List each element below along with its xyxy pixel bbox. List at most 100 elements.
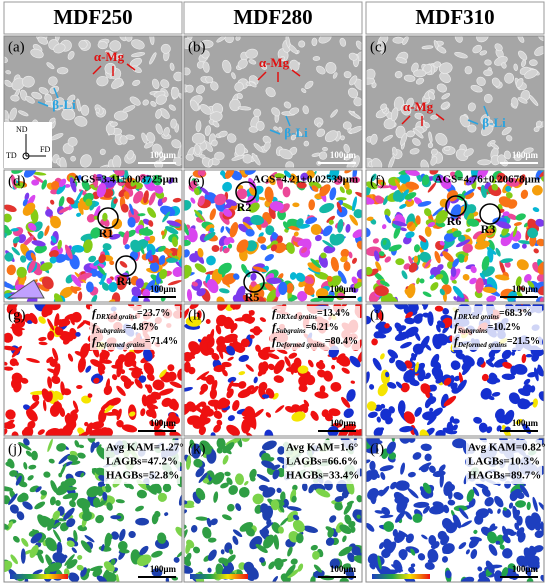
fraction-line: fSubgrains=6.21% <box>272 320 339 335</box>
arrow <box>435 113 445 121</box>
grain <box>289 107 300 115</box>
grain <box>538 502 544 512</box>
grain <box>221 514 232 521</box>
grain <box>379 465 394 472</box>
grain <box>246 575 255 582</box>
grain <box>211 139 218 147</box>
grain <box>106 502 113 511</box>
grain <box>29 401 40 411</box>
grain <box>437 530 447 541</box>
panel-border <box>183 437 363 583</box>
grain <box>319 151 328 160</box>
grain <box>451 387 460 394</box>
grain <box>406 221 414 229</box>
grain <box>295 403 309 413</box>
grain <box>485 560 495 574</box>
grain <box>356 240 362 250</box>
grain <box>304 285 315 296</box>
grain <box>232 294 246 302</box>
grain <box>465 549 470 555</box>
grain <box>325 537 335 546</box>
grain <box>185 353 196 359</box>
grain <box>276 235 283 244</box>
scale-label: 100μm <box>150 418 177 428</box>
arrow <box>37 101 49 107</box>
grain <box>51 375 61 385</box>
subscript: Deformed grains <box>95 341 145 349</box>
grain <box>353 555 362 564</box>
grain <box>311 37 318 47</box>
grain <box>99 148 106 155</box>
grain <box>105 378 110 393</box>
grain <box>67 454 79 462</box>
grain <box>75 189 83 203</box>
grain <box>473 416 483 424</box>
grain <box>292 519 305 533</box>
grain <box>432 206 444 217</box>
grain <box>366 197 375 205</box>
grain <box>248 310 254 314</box>
grain <box>71 547 77 554</box>
grain <box>196 288 206 297</box>
grain <box>388 244 402 252</box>
grain <box>322 240 334 248</box>
grain <box>475 482 489 490</box>
grain <box>278 281 288 295</box>
grain <box>145 409 155 417</box>
grain <box>59 178 67 187</box>
grain <box>429 170 439 175</box>
grain <box>265 243 275 250</box>
grain <box>502 525 508 539</box>
grain <box>452 514 462 529</box>
grain <box>491 178 496 184</box>
subscript: DRXed grains <box>275 313 317 321</box>
grain <box>207 399 221 407</box>
grain <box>348 251 353 259</box>
grain <box>434 305 444 312</box>
grain <box>453 296 457 301</box>
grain <box>342 563 351 570</box>
grain <box>386 441 396 454</box>
region-label: R4 <box>117 274 132 288</box>
grain <box>207 537 217 543</box>
grain <box>10 554 19 565</box>
grain <box>388 451 397 460</box>
grain <box>84 421 89 427</box>
grain <box>89 200 96 211</box>
grain <box>447 499 456 506</box>
grain <box>540 574 544 582</box>
grain <box>473 529 478 534</box>
grain <box>59 286 74 299</box>
grain <box>172 267 182 277</box>
grain <box>120 203 129 213</box>
grain <box>419 278 425 284</box>
panel <box>184 170 362 302</box>
panel-label: (j) <box>8 441 22 457</box>
grain <box>422 291 432 298</box>
grain <box>302 525 319 533</box>
grain <box>177 144 182 158</box>
grain <box>416 344 421 355</box>
grain <box>184 221 189 236</box>
grain <box>419 335 430 350</box>
grain <box>482 286 497 294</box>
grain <box>315 361 326 370</box>
grain <box>252 408 264 418</box>
grain <box>109 40 122 52</box>
grain <box>14 182 26 189</box>
grain <box>535 218 544 227</box>
grain <box>286 282 294 294</box>
grain <box>532 207 540 213</box>
grain <box>60 381 65 396</box>
grain <box>53 529 62 543</box>
grain <box>310 544 318 551</box>
grain <box>33 175 45 184</box>
grain <box>22 202 36 216</box>
grain <box>373 427 384 436</box>
grain <box>307 262 321 273</box>
grain <box>12 236 20 244</box>
grain <box>343 178 350 191</box>
panel-border <box>183 303 363 437</box>
grain <box>395 480 410 491</box>
alpha-label: α-Mg <box>403 99 434 114</box>
